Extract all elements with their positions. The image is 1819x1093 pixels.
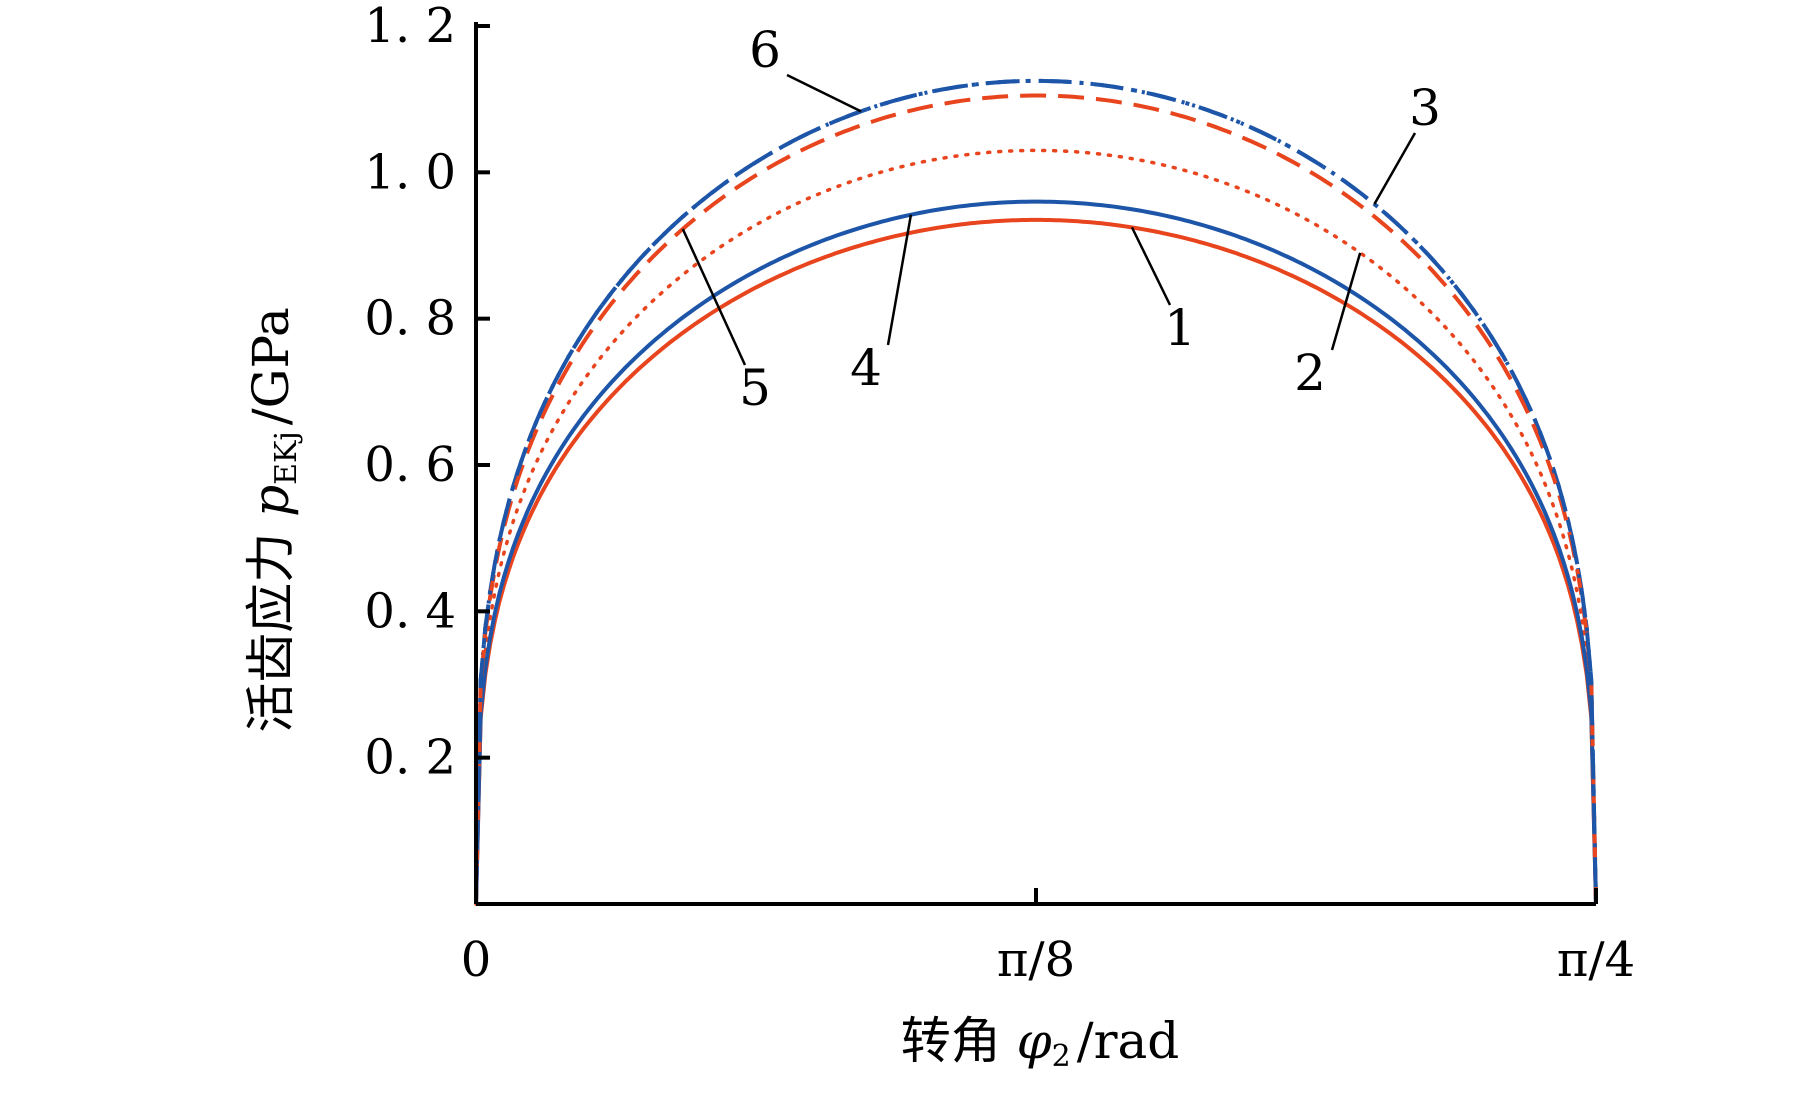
x-axis-title-unit: /rad (1077, 1012, 1180, 1070)
x-tick-label: π/4 (1557, 932, 1635, 988)
x-axis-title: 转角 φ2/rad (901, 1012, 1180, 1074)
tick-labels-layer: 0. 2 0. 4 0. 6 0. 8 1. 0 1. 2 0 π/8 π/4 (364, 0, 1635, 988)
leader-line-1 (1130, 226, 1172, 306)
y-tick-label: 0. 2 (364, 730, 456, 786)
y-axis-title-main: 活齿应力 (242, 517, 300, 733)
x-tick-label: π/8 (997, 932, 1075, 988)
y-tick-label: 0. 6 (364, 437, 456, 493)
curve-labels-layer: 1 2 3 4 5 6 (739, 21, 1441, 417)
y-tick-label: 0. 4 (364, 583, 456, 639)
y-axis-title: 活齿应力 pEKj/GPa (242, 307, 304, 733)
y-tick-label: 1. 0 (364, 144, 456, 200)
y-tick-label: 0. 8 (364, 291, 456, 347)
y-axis-title-unit: /GPa (242, 307, 300, 425)
series-4-line (474, 199, 1598, 905)
curve-label-2: 2 (1294, 344, 1326, 402)
curve-label-3: 3 (1409, 79, 1441, 137)
leader-line-4 (886, 214, 913, 346)
x-axis-title-main: 转角 (901, 1012, 1017, 1070)
y-tick-label: 1. 2 (364, 0, 456, 54)
series-5-line (474, 93, 1598, 905)
series-1-line (474, 217, 1598, 905)
curve-label-1: 1 (1164, 299, 1196, 357)
y-axis-title-symbol: p (242, 485, 300, 517)
leader-lines-layer (681, 73, 1417, 366)
curve-label-6: 6 (749, 21, 781, 79)
series-3-line (474, 78, 1598, 905)
curve-label-4: 4 (850, 339, 882, 397)
x-axis-title-symbol: φ (1017, 1012, 1052, 1070)
x-axis-title-subscript: 2 (1052, 1039, 1071, 1074)
series-6-line (474, 78, 1598, 905)
curves-layer (474, 78, 1598, 906)
leader-line-2 (1330, 252, 1362, 351)
axes-layer (474, 22, 1598, 906)
leader-line-3 (1373, 132, 1417, 205)
leader-line-5 (681, 228, 747, 366)
x-tick-label: 0 (461, 932, 492, 988)
series-2-line (474, 148, 1598, 906)
y-axis-title-subscript: EKj (269, 431, 304, 485)
curve-label-5: 5 (739, 359, 771, 417)
leader-line-6 (786, 73, 862, 113)
